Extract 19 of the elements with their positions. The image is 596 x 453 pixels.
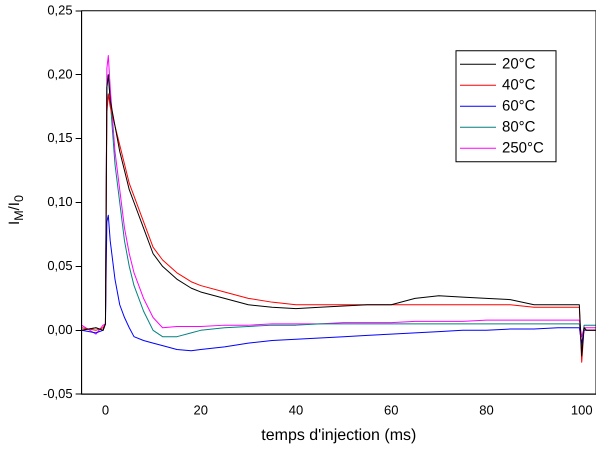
legend-label: 60°C [502, 97, 536, 114]
y-tick-label: 0,10 [47, 194, 73, 210]
y-tick-label: 0,25 [47, 2, 73, 18]
y-tick-label: 0,05 [47, 258, 73, 273]
x-tick-label: 0 [102, 402, 110, 418]
x-tick-label: 80 [479, 402, 494, 418]
x-tick-label: 40 [288, 402, 304, 418]
y-tick-label: -0,05 [42, 386, 73, 401]
legend-label: 40°C [502, 76, 536, 94]
legend-label: 80°C [502, 118, 536, 136]
x-tick-label: 100 [570, 402, 593, 418]
y-tick-label: 0,15 [47, 130, 73, 146]
x-tick-label: 60 [384, 402, 398, 418]
y-tick-label: 0,00 [47, 322, 73, 337]
x-tick-label: 20 [193, 402, 208, 418]
legend-label: 250°C [502, 139, 544, 156]
y-tick-label: 0,20 [47, 66, 73, 82]
x-axis-title: temps d'injection (ms) [261, 426, 416, 444]
legend-label: 20°C [502, 55, 536, 72]
